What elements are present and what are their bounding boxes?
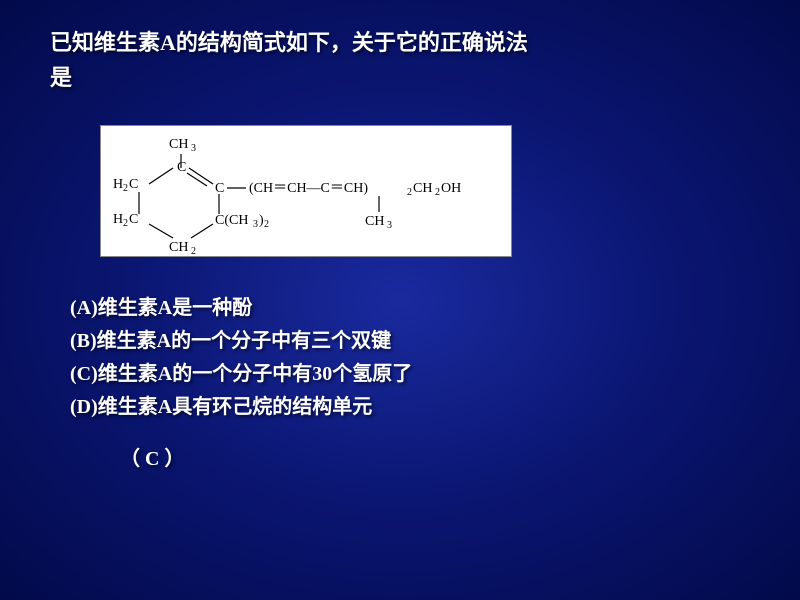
options-list: (A)维生素A是一种酚 (B)维生素A的一个分子中有三个双键 (C)维生素A的一…	[70, 292, 750, 424]
chemical-structure-diagram: CH3 C H2C H2C C C(CH3)2 CH2 (CH＝CH—C＝CH)…	[100, 125, 512, 257]
svg-text:H: H	[113, 212, 123, 227]
svg-text:2: 2	[407, 187, 412, 198]
svg-text:CH: CH	[169, 137, 188, 152]
svg-text:C: C	[129, 177, 138, 192]
structure-svg: CH3 C H2C H2C C C(CH3)2 CH2 (CH＝CH—C＝CH)…	[101, 126, 511, 256]
question-text: 已知维生素A的结构简式如下，关于它的正确说法 是	[50, 25, 750, 95]
svg-text:OH: OH	[441, 181, 461, 196]
svg-text:CH: CH	[413, 181, 432, 196]
svg-text:3: 3	[191, 143, 196, 154]
svg-text:C: C	[215, 181, 224, 196]
answer-text: （ C ）	[120, 442, 750, 471]
svg-text:C: C	[129, 212, 138, 227]
svg-text:2: 2	[191, 246, 196, 256]
slide-container: 已知维生素A的结构简式如下，关于它的正确说法 是 CH3	[0, 0, 800, 600]
question-line2: 是	[50, 65, 72, 90]
svg-text:H: H	[113, 177, 123, 192]
option-b: (B)维生素A的一个分子中有三个双键	[70, 325, 750, 358]
svg-text:CH: CH	[365, 214, 384, 229]
svg-text:(CH＝CH—C＝CH): (CH＝CH—C＝CH)	[249, 181, 368, 196]
svg-text:2: 2	[264, 219, 269, 230]
option-c: (C)维生素A的一个分子中有30个氢原了	[70, 358, 750, 391]
svg-text:C: C	[177, 160, 186, 175]
svg-text:2: 2	[435, 187, 440, 198]
svg-text:3: 3	[387, 220, 392, 231]
option-a: (A)维生素A是一种酚	[70, 292, 750, 325]
question-line1: 已知维生素A的结构简式如下，关于它的正确说法	[50, 30, 528, 55]
svg-text:3: 3	[253, 219, 258, 230]
svg-text:2: 2	[123, 183, 128, 194]
svg-text:CH: CH	[169, 240, 188, 255]
svg-text:2: 2	[123, 218, 128, 229]
option-d: (D)维生素A具有环己烷的结构单元	[70, 391, 750, 424]
svg-text:C(CH: C(CH	[215, 213, 248, 228]
